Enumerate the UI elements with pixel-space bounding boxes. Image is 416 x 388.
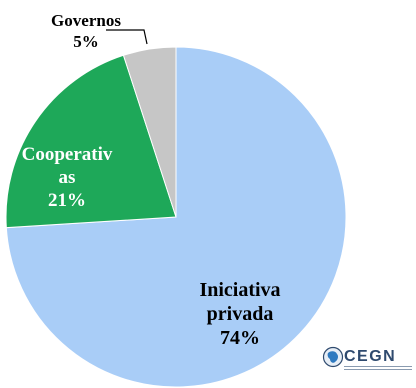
slice-label: Cooperativ as 21% [22, 144, 113, 211]
slice-name-label: Iniciativa [199, 279, 280, 301]
slice-percent-label: 74% [220, 327, 260, 349]
slice-percent-label: 21% [48, 190, 86, 211]
slice-name-label: as [59, 167, 76, 188]
pie-slice [5, 54, 177, 229]
slice-name-label: Governos [51, 11, 121, 30]
slice-label: Governos 5% [51, 11, 121, 51]
governos-leader-line [106, 29, 148, 45]
slice-name-label: privada [207, 303, 274, 325]
cegn-logo: CEGN [322, 344, 414, 384]
logo-text: CEGN [344, 348, 397, 365]
slice-name-label: Cooperativ [22, 144, 113, 165]
logo-subline [344, 366, 412, 370]
pie-slice [122, 46, 177, 218]
slice-percent-label: 5% [73, 32, 99, 51]
slice-label: Iniciativa privada 74% [199, 279, 280, 349]
brazil-globe-icon [322, 346, 344, 368]
